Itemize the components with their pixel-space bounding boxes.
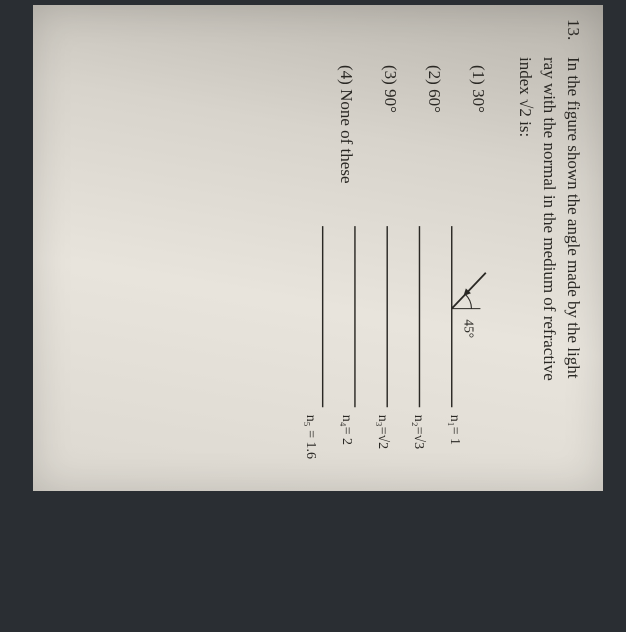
question-number: 13. [274,19,585,47]
svg-text:45°: 45° [461,319,476,338]
option-1: (1) 30° [466,65,490,207]
rotated-container: 13. In the figure shown the angle made b… [153,0,473,561]
label-n5: n₅ = 1.6 [292,415,328,459]
question-stem: In the figure shown the angle made by th… [514,57,585,461]
options-list: (1) 30° (2) 60° (3) 90° (4) None of thes… [274,57,504,207]
option-4: (4) None of these [334,65,358,207]
stem-line-2: ray with the normal in the medium of ref… [537,57,561,461]
option-3: (3) 90° [378,65,402,207]
question-body: In the figure shown the angle made by th… [274,57,585,461]
label-n4: n₄= 2 [328,415,364,459]
stem-line-3: index √2 is: [514,57,538,461]
label-n3: n₃=√2 [364,415,400,459]
question-row: 13. In the figure shown the angle made b… [274,19,585,461]
label-n2: n₂=√3 [400,415,436,459]
label-n1: n₁= 1 [436,415,472,459]
refraction-diagram: 45° n₁= 1 n₂=√3 n₃=√2 n₄= 2 n₅ = 1.6 [274,219,504,461]
option-2: (2) 60° [422,65,446,207]
paper-sheet: 13. In the figure shown the angle made b… [33,5,603,491]
stem-line-1: In the figure shown the angle made by th… [561,57,585,461]
content-area: (1) 30° (2) 60° (3) 90° (4) None of thes… [274,57,504,461]
refractive-index-labels: n₁= 1 n₂=√3 n₃=√2 n₄= 2 n₅ = 1.6 [292,415,472,459]
